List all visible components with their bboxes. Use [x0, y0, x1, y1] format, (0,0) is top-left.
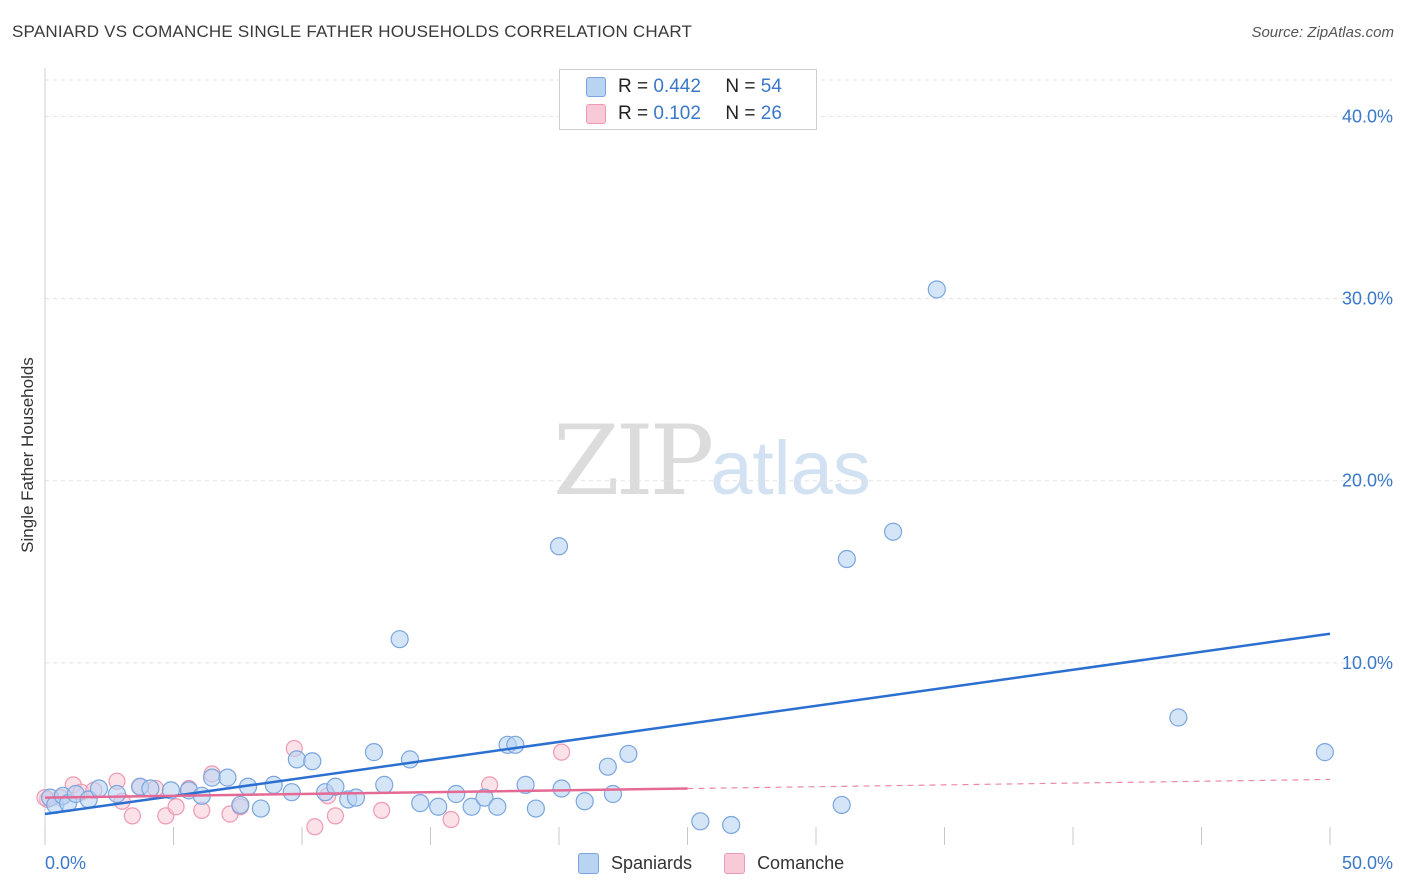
- correlation-legend: R = 0.442 N = 54 R = 0.102 N = 26: [559, 69, 817, 130]
- watermark: ZIPatlas: [553, 405, 871, 517]
- comanche-point: [326, 807, 345, 825]
- spaniards-swatch: [586, 77, 606, 97]
- spaniards-point: [202, 768, 222, 787]
- spaniards-point: [837, 549, 856, 569]
- spaniards-point: [1169, 708, 1188, 727]
- spaniards-point: [231, 795, 250, 815]
- spaniards-point: [107, 784, 127, 804]
- comanche-trend-line: [44, 787, 688, 799]
- spaniards-point: [89, 779, 109, 798]
- series-legend: Spaniards Comanche: [578, 853, 876, 874]
- spaniards-point: [575, 792, 594, 811]
- spaniards-point: [883, 522, 903, 541]
- spaniards-point: [390, 630, 409, 649]
- spaniards-point: [462, 797, 481, 816]
- spaniards-point: [552, 779, 571, 798]
- spaniards-point: [526, 799, 545, 818]
- comanche-point: [373, 801, 391, 819]
- y-tick-label: 40.0%: [1342, 106, 1393, 126]
- y-tick-label: 20.0%: [1342, 471, 1393, 491]
- spaniards-point: [303, 752, 322, 771]
- comanche-point: [552, 743, 571, 761]
- spaniards-point: [375, 775, 394, 794]
- spaniards-point: [619, 744, 638, 764]
- spaniards-point: [691, 812, 710, 831]
- spaniards-r-value: 0.442: [653, 76, 701, 97]
- spaniards-point: [218, 768, 237, 787]
- legend-r-label: R =: [618, 103, 649, 124]
- spaniards-n-value: 54: [760, 76, 782, 97]
- spaniards-point: [722, 815, 741, 835]
- legend-row-spaniards: R = 0.442 N = 54: [586, 76, 782, 98]
- source-label: Source: ZipAtlas.com: [1251, 24, 1394, 41]
- comanche-r-value: 0.102: [653, 103, 701, 124]
- comanche-point: [167, 798, 185, 816]
- comanche-n-value: 26: [760, 103, 782, 124]
- comanche-point: [123, 807, 141, 825]
- spaniards-point: [516, 775, 535, 794]
- y-tick-label: 30.0%: [1342, 289, 1393, 309]
- spaniards-point: [549, 537, 569, 556]
- spaniards-point: [346, 788, 366, 807]
- spaniards-point: [603, 784, 623, 804]
- spaniards-point: [429, 797, 448, 816]
- legend-item-spaniards[interactable]: Spaniards: [578, 853, 692, 874]
- legend-row-comanche: R = 0.102 N = 26: [586, 103, 782, 125]
- watermark-zip: ZIP: [553, 405, 714, 517]
- watermark-atlas: atlas: [710, 426, 871, 511]
- chart-title: SPANIARD VS COMANCHE SINGLE FATHER HOUSE…: [12, 22, 693, 41]
- spaniards-point: [251, 799, 270, 818]
- spaniards-point: [598, 757, 617, 776]
- spaniards-point: [364, 743, 384, 762]
- comanche-legend-swatch: [724, 853, 746, 874]
- spaniards-point: [326, 777, 345, 796]
- spaniards-point: [411, 794, 430, 813]
- legend-item-comanche[interactable]: Comanche: [724, 853, 844, 874]
- x-tick-label: 50.0%: [1342, 853, 1393, 873]
- legend-n-label: N =: [725, 76, 756, 97]
- spaniards-point: [141, 779, 160, 798]
- comanche-legend-label: Comanche: [757, 853, 845, 873]
- spaniards-legend-swatch: [578, 853, 599, 874]
- legend-r-label: R =: [618, 76, 649, 97]
- x-tick-label: 0.0%: [45, 853, 86, 873]
- spaniards-point: [927, 280, 946, 299]
- spaniards-trend-line: [44, 632, 1331, 816]
- spaniards-point: [475, 788, 494, 807]
- spaniards-point: [282, 783, 301, 802]
- spaniards-point: [832, 795, 851, 815]
- spaniards-point: [1315, 743, 1334, 762]
- spaniards-point: [400, 750, 420, 769]
- comanche-trend-extension: [687, 778, 1331, 790]
- spaniards-point: [287, 750, 306, 769]
- spaniards-point: [447, 784, 466, 804]
- y-tick-label: 10.0%: [1342, 653, 1393, 673]
- comanche-swatch: [586, 104, 606, 124]
- spaniards-point: [506, 735, 525, 754]
- spaniards-legend-label: Spaniards: [611, 853, 693, 873]
- spaniards-point: [264, 775, 283, 794]
- legend-n-label: N =: [725, 103, 756, 124]
- comanche-point: [442, 810, 460, 829]
- spaniards-point: [488, 797, 507, 816]
- comanche-point: [306, 818, 324, 836]
